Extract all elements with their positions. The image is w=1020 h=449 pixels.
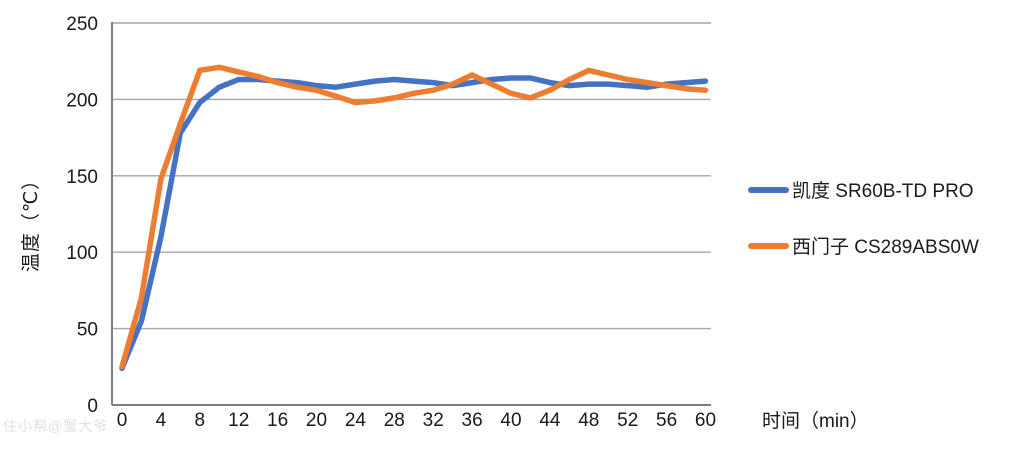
x-tick-label-36: 36: [462, 410, 483, 431]
y-tick-label-100: 100: [66, 243, 98, 264]
x-tick-label-44: 44: [539, 410, 561, 431]
x-tick-label-12: 12: [228, 410, 249, 431]
series-line-0: [119, 75, 709, 372]
y-tick-label-0: 0: [87, 396, 98, 417]
y-axis-title: 温度（℃）: [21, 169, 42, 273]
x-axis-title: 时间（min）: [762, 411, 869, 432]
legend-line-swatch-blue: [748, 186, 789, 193]
x-tick-label-60: 60: [695, 410, 716, 431]
x-tick-label-16: 16: [267, 410, 288, 431]
watermark: 住小帮@蟹大爷: [3, 418, 109, 434]
x-tick-label-48: 48: [578, 410, 599, 431]
legend-line-swatch-orange: [748, 242, 789, 249]
legend-item-siemens: 西门子 CS289ABS0W: [748, 232, 979, 259]
series-line-1: [119, 64, 709, 370]
legend-label-kaidu: 凯度 SR60B-TD PRO: [792, 181, 974, 202]
legend-item-kaidu: 凯度 SR60B-TD PRO: [748, 176, 974, 203]
legend-label-siemens: 西门子 CS289ABS0W: [792, 237, 979, 258]
x-tick-label-28: 28: [384, 410, 405, 431]
y-tick-label-250: 250: [66, 14, 98, 35]
x-tick-label-56: 56: [656, 410, 677, 431]
x-tick-label-40: 40: [500, 410, 521, 431]
x-tick-label-0: 0: [117, 410, 128, 431]
x-tick-label-4: 4: [156, 410, 167, 431]
y-tick-label-200: 200: [66, 90, 98, 111]
x-tick-label-20: 20: [306, 410, 327, 431]
y-tick-label-50: 50: [77, 320, 98, 341]
x-tick-label-32: 32: [423, 410, 444, 431]
y-tick-label-150: 150: [66, 167, 98, 188]
x-tick-label-8: 8: [195, 410, 206, 431]
x-tick-label-24: 24: [345, 410, 367, 431]
x-tick-label-52: 52: [617, 410, 638, 431]
